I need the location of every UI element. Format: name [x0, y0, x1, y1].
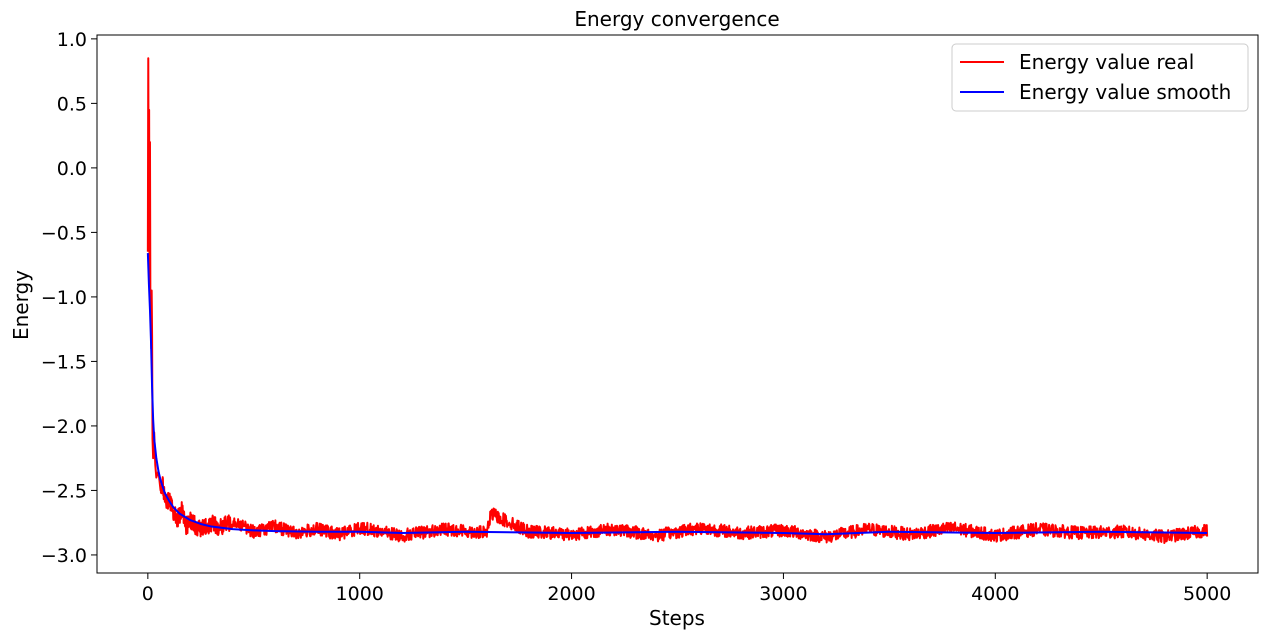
x-tick-label: 0 — [142, 583, 154, 605]
x-axis-label: Steps — [649, 606, 705, 630]
x-tick-label: 5000 — [1183, 583, 1231, 605]
y-axis: 1.0 0.5 0.0 −0.5 −1.0 −1.5 −2.0 −2.5 −3.0 — [41, 29, 97, 567]
legend: Energy value real Energy value smooth — [951, 43, 1249, 112]
y-tick-label: 1.0 — [57, 29, 87, 51]
series-line-real — [146, 57, 1209, 545]
y-tick-label: −2.0 — [41, 416, 87, 438]
y-tick-label: −1.5 — [41, 351, 87, 373]
x-tick-label: 1000 — [336, 583, 384, 605]
y-tick-label: 0.5 — [57, 93, 87, 115]
plot-area — [96, 34, 1259, 574]
plot-frame — [96, 34, 1259, 574]
x-tick-label: 2000 — [547, 583, 595, 605]
x-tick-label: 3000 — [759, 583, 807, 605]
chart-title: Energy convergence — [574, 7, 779, 31]
x-tick-label: 4000 — [971, 583, 1019, 605]
y-tick-label: −0.5 — [41, 222, 87, 244]
y-tick-label: −1.0 — [41, 287, 87, 309]
series-line-smooth — [146, 253, 1208, 536]
x-axis: 0 1000 2000 3000 4000 5000 — [142, 573, 1231, 605]
y-axis-label: Energy — [9, 270, 33, 340]
y-tick-label: 0.0 — [57, 158, 87, 180]
legend-label-real: Energy value real — [1019, 50, 1194, 74]
y-tick-label: −2.5 — [41, 480, 87, 502]
legend-box — [951, 43, 1249, 112]
series-layer — [146, 57, 1209, 545]
y-tick-label: −3.0 — [41, 545, 87, 567]
legend-label-smooth: Energy value smooth — [1019, 80, 1231, 104]
